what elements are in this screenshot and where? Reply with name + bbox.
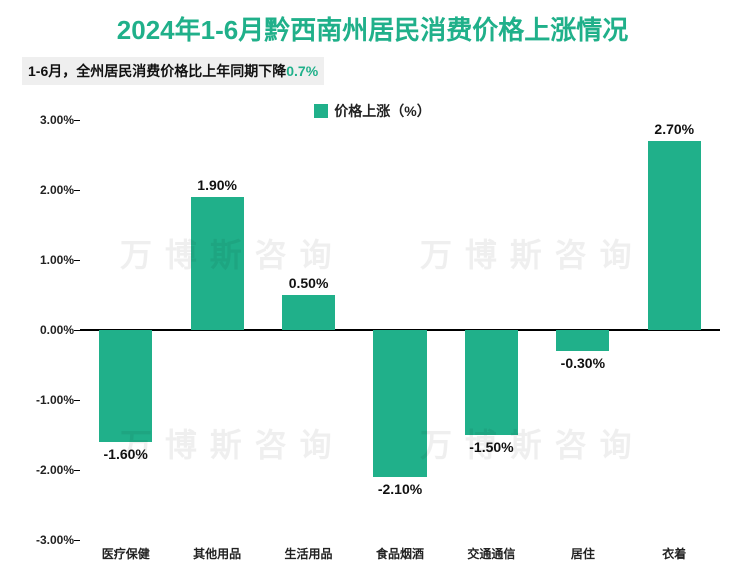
x-axis-label: 生活用品 [285,545,333,562]
y-tick [74,190,80,191]
bar [373,330,426,477]
y-tick [74,260,80,261]
x-axis-label: 交通通信 [467,545,515,562]
bar [465,330,518,435]
y-axis-label: -3.00% [36,533,74,547]
subtitle-row: 1-6月，全州居民消费价格比上年同期下降0.7% [22,57,745,85]
x-axis-label: 食品烟酒 [376,545,424,562]
bar-value-label: -1.60% [104,446,148,462]
y-axis-label: 0.00% [40,323,74,337]
bar-value-label: 2.70% [654,121,694,137]
chart-title: 2024年1-6月黔西南州居民消费价格上涨情况 [0,0,745,47]
bar-value-label: 0.50% [289,275,329,291]
y-tick [74,540,80,541]
bar-value-label: -2.10% [378,481,422,497]
y-axis-label: 3.00% [40,113,74,127]
legend-swatch [314,104,328,118]
y-tick [74,470,80,471]
bar-value-label: 1.90% [197,177,237,193]
y-tick [74,400,80,401]
bar [282,295,335,330]
plot-area: -3.00%-2.00%-1.00%0.00%1.00%2.00%3.00%医疗… [80,120,720,540]
x-axis-label: 其他用品 [193,545,241,562]
bar-value-label: -0.30% [561,355,605,371]
chart-container: 2024年1-6月黔西南州居民消费价格上涨情况 1-6月，全州居民消费价格比上年… [0,0,745,586]
y-tick [74,330,80,331]
bar [191,197,244,330]
y-axis-label: 2.00% [40,183,74,197]
y-axis-label: -1.00% [36,393,74,407]
subtitle-value: 0.7% [286,63,318,79]
bar [556,330,609,351]
legend: 价格上涨（%） [0,101,745,121]
legend-label: 价格上涨（%） [334,103,430,119]
subtitle-text: 1-6月，全州居民消费价格比上年同期下降 [28,63,286,79]
x-axis-label: 衣着 [662,545,686,562]
bar [99,330,152,442]
x-axis-label: 居住 [571,545,595,562]
bar [648,141,701,330]
y-axis-label: 1.00% [40,253,74,267]
y-axis-label: -2.00% [36,463,74,477]
x-axis-label: 医疗保健 [102,545,150,562]
bar-value-label: -1.50% [469,439,513,455]
y-tick [74,120,80,121]
subtitle-bg: 1-6月，全州居民消费价格比上年同期下降0.7% [22,57,324,85]
